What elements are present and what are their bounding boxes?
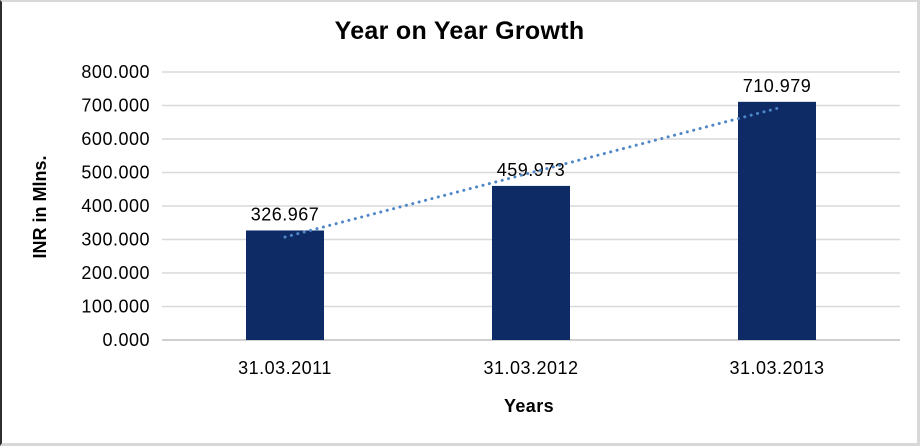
data-label: 459.973 [497,160,566,180]
bar [492,185,570,340]
x-category-label: 31.03.2011 [238,358,332,378]
x-category-label: 31.03.2012 [483,358,578,378]
x-axis-title: Years [503,396,555,416]
data-label: 326.967 [251,204,320,224]
y-tick-label: 600.000 [81,129,150,149]
chart-title: Year on Year Growth [334,17,585,45]
bar [246,230,324,340]
y-tick-label: 700.000 [81,96,150,116]
y-tick-label: 0.000 [102,330,150,350]
y-tick-label: 500.000 [81,163,150,183]
trendline [283,106,779,239]
data-label: 710.979 [743,76,812,96]
y-axis-title: INR in Mlns. [30,155,50,259]
bar [738,101,816,340]
y-tick-label: 300.000 [81,230,150,250]
y-tick-label: 100.000 [81,297,150,317]
y-tick-label: 200.000 [81,263,150,283]
y-tick-label: 800.000 [81,62,150,82]
x-category-label: 31.03.2013 [729,358,824,378]
y-tick-label: 400.000 [81,196,150,216]
